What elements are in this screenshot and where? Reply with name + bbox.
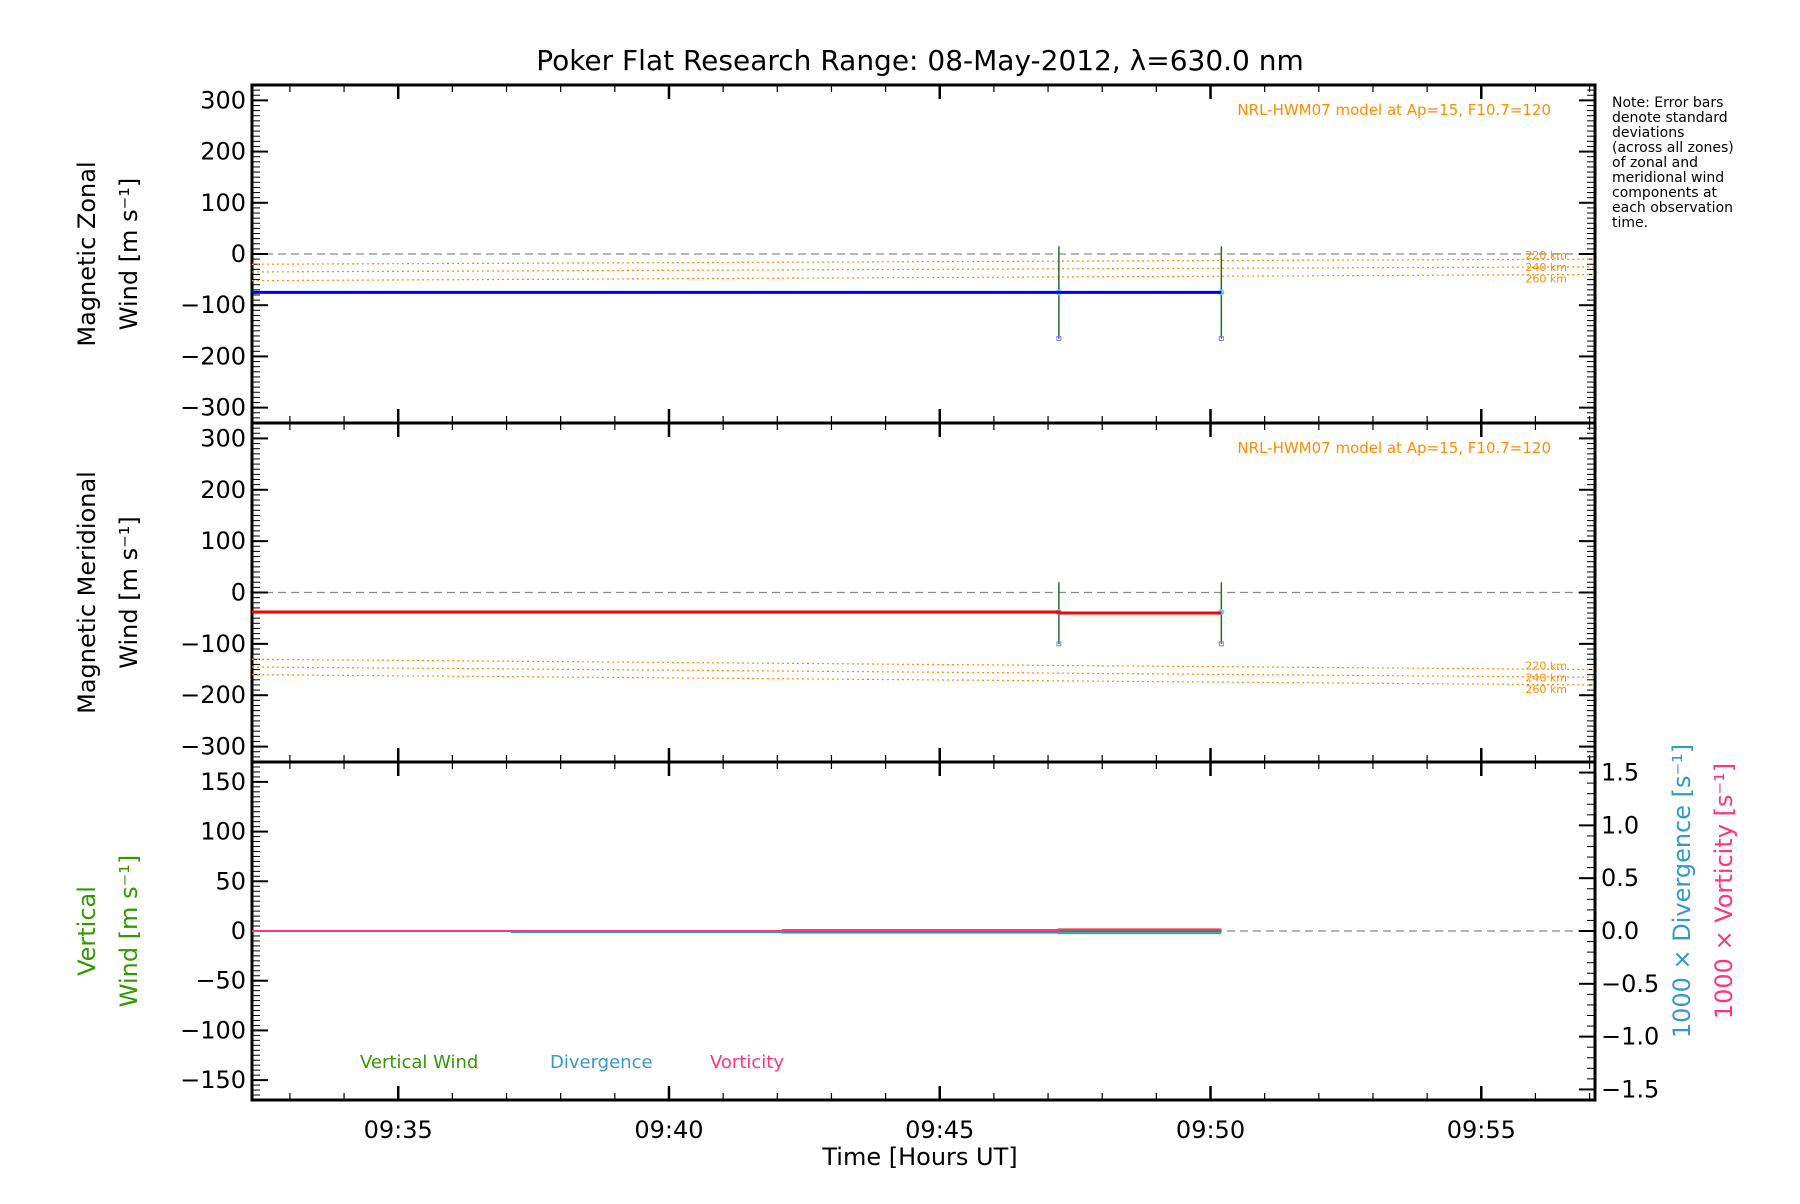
y-tick-label: −100 bbox=[180, 630, 246, 658]
model-altitude-label: 240 km bbox=[1525, 261, 1567, 274]
model-line bbox=[251, 273, 1596, 282]
y2-tick-label: −0.5 bbox=[1601, 970, 1659, 998]
note-line: components at bbox=[1612, 185, 1718, 201]
model-altitude-label: 220 km bbox=[1525, 660, 1567, 673]
error-bar-marker bbox=[1056, 336, 1062, 341]
y2-tick-label: 1.0 bbox=[1601, 811, 1639, 839]
panel-vertical: −150 −100 −50 0 50 100 150 09:35 09:40 09:45 09:50… bbox=[73, 744, 1738, 1144]
y-tick-label: 100 bbox=[200, 527, 246, 555]
y-tick-label: 0 bbox=[231, 579, 246, 607]
model-line bbox=[251, 258, 1596, 265]
note-line: Note: Error bars bbox=[1612, 95, 1724, 111]
x-tick-label: 09:45 bbox=[905, 1116, 974, 1144]
y-tick-label: 0 bbox=[231, 917, 246, 945]
error-bar-marker bbox=[1056, 641, 1062, 647]
y-tick-label: 300 bbox=[200, 86, 246, 114]
y-tick-label: −300 bbox=[180, 733, 246, 761]
panel-meridional: −300 −200 −100 0 100 200 300 Magnetic Meridiona… bbox=[73, 421, 1597, 764]
y-tick-label: −100 bbox=[180, 291, 246, 319]
y-tick-label: −100 bbox=[180, 1016, 246, 1044]
y-axis-label: Wind [m s⁻¹] bbox=[115, 516, 143, 668]
y-tick-label: −50 bbox=[195, 967, 246, 995]
legend-entry: Divergence bbox=[550, 1052, 653, 1073]
chart-title: Poker Flat Research Range: 08-May-2012, … bbox=[536, 44, 1304, 77]
y-tick-label: −200 bbox=[180, 681, 246, 709]
y-tick-label: −150 bbox=[180, 1066, 246, 1094]
model-line bbox=[251, 266, 1596, 273]
error-bar-marker bbox=[1218, 641, 1224, 647]
model-altitude-label: 260 km bbox=[1525, 683, 1567, 696]
y-tick-label: 100 bbox=[200, 818, 246, 846]
y2-tick-label: 1.5 bbox=[1601, 759, 1639, 787]
y2-axis-label: 1000 × Vorticity [s⁻¹] bbox=[1710, 763, 1738, 1019]
panel-zonal: −300 −200 −100 0 100 200 300 Magnetic Zonal Wind… bbox=[73, 83, 1597, 425]
legend-entry: Vertical Wind bbox=[360, 1052, 478, 1073]
legend-entry: Vorticity bbox=[710, 1052, 784, 1073]
y-tick-label: 200 bbox=[200, 476, 246, 504]
model-label: NRL-HWM07 model at Ap=15, F10.7=120 bbox=[1237, 439, 1551, 457]
y-axis-label: Magnetic Zonal bbox=[73, 161, 101, 346]
y-axis-label: Wind [m s⁻¹] bbox=[115, 178, 143, 330]
model-label: NRL-HWM07 model at Ap=15, F10.7=120 bbox=[1237, 101, 1551, 119]
error-bar-note: Note: Error bars denote standard deviation… bbox=[1612, 96, 1787, 231]
y-axis-label: Wind [m s⁻¹] bbox=[115, 855, 143, 1007]
y2-tick-label: −1.0 bbox=[1601, 1023, 1659, 1051]
note-line: meridional wind bbox=[1612, 170, 1725, 186]
model-line bbox=[251, 658, 1596, 671]
note-line: denote standard bbox=[1612, 110, 1728, 126]
y-tick-label: 300 bbox=[200, 424, 246, 452]
error-bar-marker bbox=[1218, 336, 1224, 341]
y-tick-label: 200 bbox=[200, 138, 246, 166]
panels: −300 −200 −100 0 100 200 300 Magnetic Zonal Wind… bbox=[73, 83, 1738, 1144]
note-line: (across all zones) bbox=[1612, 140, 1734, 156]
note-line: of zonal and bbox=[1612, 155, 1698, 171]
y-tick-label: 100 bbox=[200, 189, 246, 217]
y2-tick-label: 0.0 bbox=[1601, 917, 1639, 945]
y2-tick-label: −1.5 bbox=[1601, 1075, 1659, 1103]
y2-axis-label: 1000 × Divergence [s⁻¹] bbox=[1668, 744, 1696, 1038]
model-line bbox=[251, 674, 1596, 686]
note-line: time. bbox=[1612, 215, 1649, 231]
model-altitude-label: 220 km bbox=[1525, 249, 1567, 262]
note-line: each observation bbox=[1612, 200, 1734, 216]
y-tick-label: 0 bbox=[231, 240, 246, 268]
model-altitude-label: 260 km bbox=[1525, 272, 1567, 285]
series-line bbox=[252, 610, 1222, 615]
y-axis-label: Magnetic Meridional bbox=[73, 471, 101, 714]
x-tick-label: 09:35 bbox=[364, 1116, 433, 1144]
y-tick-label: −200 bbox=[180, 342, 246, 370]
y-axis-label: Vertical bbox=[73, 886, 101, 976]
x-tick-label: 09:40 bbox=[634, 1116, 703, 1144]
y-tick-label: 150 bbox=[200, 768, 246, 796]
x-tick-label: 09:50 bbox=[1176, 1116, 1245, 1144]
y-tick-label: 50 bbox=[215, 867, 246, 895]
x-axis-label: Time [Hours UT] bbox=[821, 1143, 1017, 1171]
y2-tick-label: 0.5 bbox=[1601, 864, 1639, 892]
note-line: deviations bbox=[1612, 125, 1685, 141]
x-tick-label: 09:55 bbox=[1447, 1116, 1516, 1144]
series-line bbox=[252, 928, 1222, 932]
model-line bbox=[251, 666, 1596, 678]
y-tick-label: −300 bbox=[180, 394, 246, 422]
model-altitude-label: 240 km bbox=[1525, 671, 1567, 684]
